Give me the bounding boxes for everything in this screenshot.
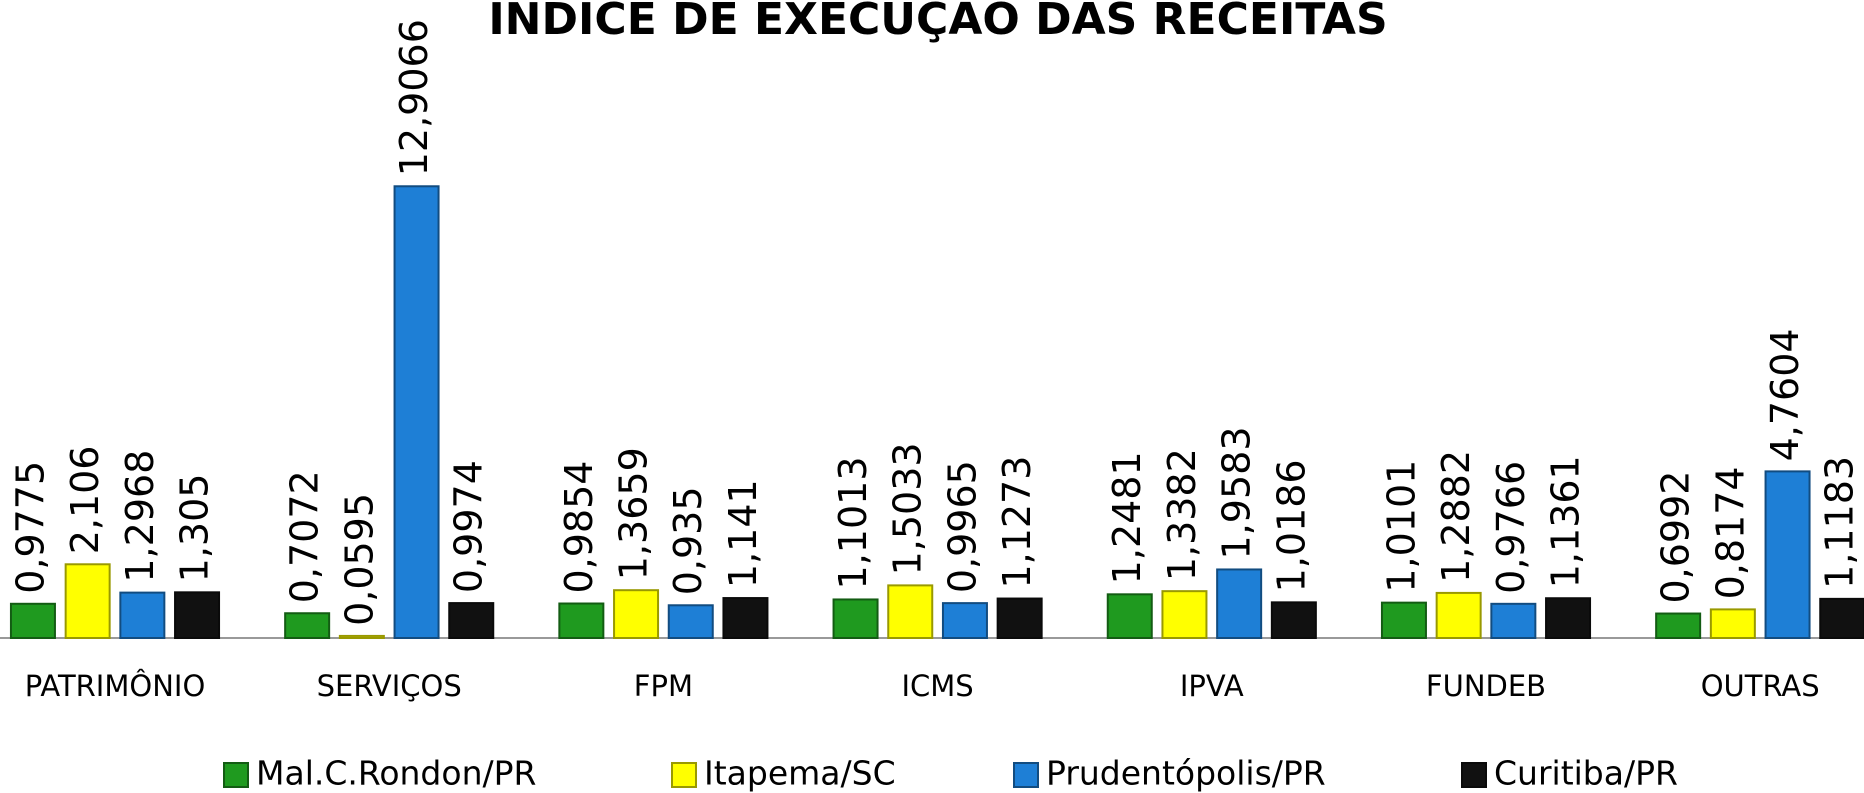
bar xyxy=(1655,612,1702,640)
value-label: 0,6992 xyxy=(1654,471,1698,604)
bar xyxy=(174,591,221,640)
x-tick-label: ICMS xyxy=(901,669,973,703)
bar xyxy=(996,597,1043,639)
x-tick-label: OUTRAS xyxy=(1701,669,1820,703)
value-label: 1,305 xyxy=(173,474,217,583)
bar xyxy=(1106,593,1153,640)
bar xyxy=(558,602,605,639)
bar xyxy=(1216,568,1263,639)
value-label: 0,7072 xyxy=(283,470,327,603)
value-label: 0,9854 xyxy=(557,461,601,594)
bar xyxy=(1545,597,1592,640)
value-label: 4,7604 xyxy=(1763,328,1807,461)
bar xyxy=(613,589,660,639)
bar xyxy=(887,584,934,640)
x-tick-label: IPVA xyxy=(1180,669,1244,703)
x-tick-label: FPM xyxy=(634,669,693,703)
bar xyxy=(667,604,714,640)
value-label: 0,8174 xyxy=(1708,466,1752,599)
bar xyxy=(941,602,988,639)
bar xyxy=(64,563,111,639)
bar xyxy=(1380,601,1427,639)
legend-swatch xyxy=(1461,762,1487,788)
bar xyxy=(1270,601,1317,639)
bar xyxy=(119,591,166,639)
bar xyxy=(1709,608,1756,639)
bar xyxy=(448,602,495,640)
value-label: 0,9766 xyxy=(1489,461,1533,594)
value-label: 1,141 xyxy=(721,479,765,588)
bar xyxy=(338,634,385,639)
legend-label: Mal.C.Rondon/PR xyxy=(256,754,536,793)
x-tick-label: PATRIMÔNIO xyxy=(25,669,206,703)
bar xyxy=(393,185,440,639)
value-label: 1,1183 xyxy=(1818,456,1862,589)
bar xyxy=(1161,590,1208,640)
x-tick-label: SERVIÇOS xyxy=(317,669,462,703)
value-label: 0,935 xyxy=(666,486,710,595)
value-label: 1,0101 xyxy=(1379,460,1423,593)
legend-label: Prudentópolis/PR xyxy=(1046,754,1326,793)
bar xyxy=(1764,470,1811,639)
bar xyxy=(1490,602,1537,639)
legend-label: Itapema/SC xyxy=(704,754,896,793)
bar xyxy=(832,598,879,640)
value-label: 1,3659 xyxy=(612,447,656,580)
value-label: 0,9775 xyxy=(8,461,52,594)
value-label: 1,9583 xyxy=(1215,426,1259,559)
legend-swatch xyxy=(223,762,249,788)
value-label: 1,1273 xyxy=(995,456,1039,589)
value-label: 12,9066 xyxy=(392,19,436,176)
bar xyxy=(1435,591,1482,640)
bar xyxy=(9,602,56,639)
value-label: 1,0186 xyxy=(1269,459,1313,592)
value-label: 1,1361 xyxy=(1544,455,1588,588)
legend-swatch xyxy=(1013,762,1039,788)
value-label: 1,2882 xyxy=(1434,450,1478,583)
chart-title: ÍNDICE DE EXECUÇÃO DAS RECEITAS xyxy=(488,0,1387,45)
legend-label: Curitiba/PR xyxy=(1494,754,1678,793)
value-label: 2,106 xyxy=(63,445,107,554)
value-label: 0,9974 xyxy=(447,460,491,593)
value-label: 0,9965 xyxy=(940,460,984,593)
value-label: 1,5033 xyxy=(886,442,930,575)
bar xyxy=(722,597,769,640)
bar xyxy=(1819,597,1864,639)
legend-swatch xyxy=(671,762,697,788)
value-label: 1,3382 xyxy=(1160,448,1204,581)
value-label: 0,0595 xyxy=(337,493,381,626)
value-label: 1,2968 xyxy=(118,450,162,583)
value-label: 1,2481 xyxy=(1105,451,1149,584)
bar xyxy=(284,612,331,639)
x-tick-label: FUNDEB xyxy=(1426,669,1546,703)
value-label: 1,1013 xyxy=(831,456,875,589)
